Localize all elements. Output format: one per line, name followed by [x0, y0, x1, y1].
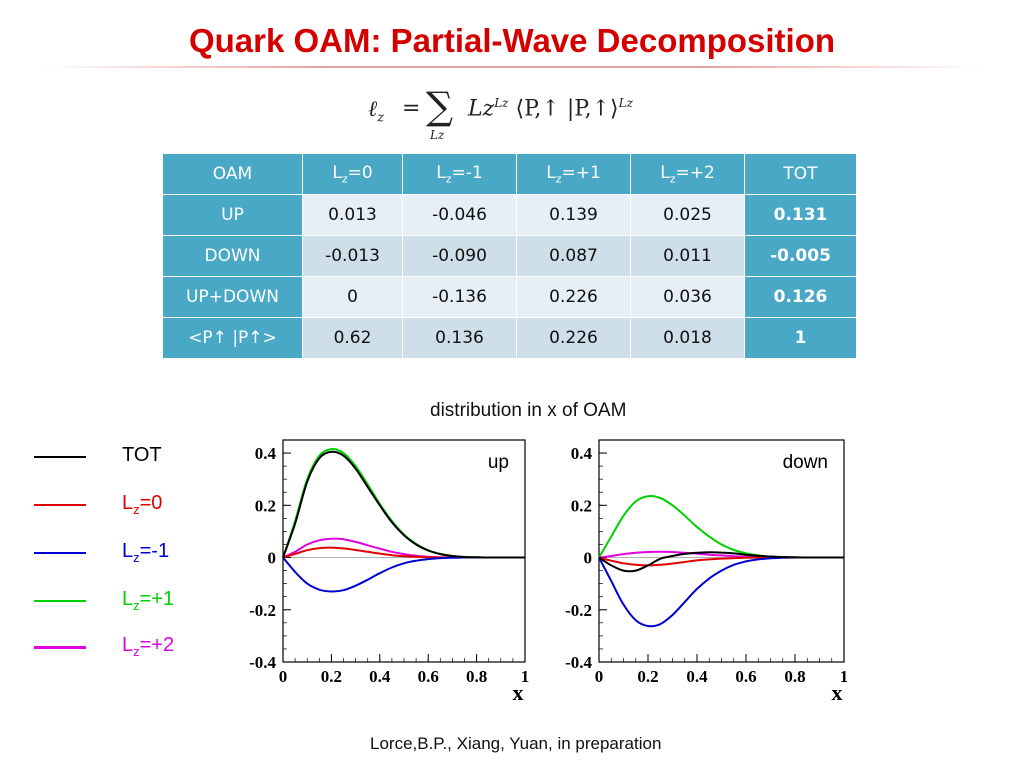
row-label: UP — [162, 194, 303, 236]
total-cell: 0.131 — [744, 194, 857, 236]
panel-down-label: down — [783, 452, 828, 473]
panel-up-xlabel: x — [513, 680, 524, 705]
panel-down-series-l-1 — [598, 495, 844, 559]
legend-swatch — [34, 456, 86, 458]
table-cell: 0.018 — [630, 317, 745, 359]
table-cell: -0.046 — [402, 194, 517, 236]
panel-down-ytick-label: 0 — [584, 549, 593, 568]
legend-swatch — [34, 600, 86, 602]
formula-sum-symbol: ∑ — [426, 84, 454, 128]
panel-up-label: up — [488, 452, 509, 473]
panel-down-xtick-label: 0.8 — [784, 667, 805, 686]
legend-swatch — [34, 552, 86, 554]
panel-up-xtick-label: 0.6 — [418, 667, 439, 686]
header-lz-plus1: Lz=+1 — [516, 153, 631, 195]
legend-label: Lz=0 — [122, 492, 163, 517]
panel-up-xtick-label: 0.8 — [466, 667, 487, 686]
panel-up-series-l-0 — [282, 546, 525, 559]
panel-up-frame — [282, 439, 526, 663]
table-row: DOWN -0.013 -0.090 0.087 0.011 -0.005 — [162, 235, 857, 277]
citation: Lorce,B.P., Xiang, Yuan, in preparation — [370, 734, 662, 753]
table-cell: 0.136 — [402, 317, 517, 359]
panel-up-series-tot — [282, 450, 525, 559]
table-cell: 0.087 — [516, 235, 631, 277]
panel-up-xtick-label: 0.2 — [321, 667, 342, 686]
panel-up-xtick-label: 0 — [279, 667, 288, 686]
legend-item-lz-plus1: Lz=+1 — [34, 588, 234, 614]
panel-up-ytick-label: 0.2 — [255, 496, 276, 515]
table-cell: 0 — [302, 276, 403, 318]
formula-equals: = — [402, 96, 421, 121]
table-cell: 0.013 — [302, 194, 403, 236]
table-cell: 0.011 — [630, 235, 745, 277]
table-cell: -0.090 — [402, 235, 517, 277]
panel-down-xtick-label: 0 — [595, 667, 604, 686]
panel-up-xtick-label: 0.4 — [369, 667, 391, 686]
panel-up-ytick-label: -0.2 — [249, 601, 276, 620]
formula-lhs: ℓz — [368, 97, 385, 126]
table-header-row: OAM Lz=0 Lz=-1 Lz=+1 Lz=+2 TOT — [162, 153, 857, 195]
title-divider — [40, 66, 984, 68]
row-label: DOWN — [162, 235, 303, 277]
header-lz0: Lz=0 — [302, 153, 403, 195]
panel-down-series-tot — [598, 551, 844, 573]
table-cell: 0.226 — [516, 317, 631, 359]
row-label: <P↑ |P↑> — [162, 317, 303, 359]
oam-formula: ℓz = ∑ Lz LzLz ⟨P,↑ |P,↑⟩Lz — [368, 84, 688, 148]
total-cell: 0.126 — [744, 276, 857, 318]
header-tot: TOT — [744, 153, 857, 195]
panel-up-ytick-label: 0 — [268, 549, 277, 568]
table-row: UP 0.013 -0.046 0.139 0.025 0.131 — [162, 194, 857, 236]
panel-down-ytick-label: -0.2 — [565, 601, 592, 620]
panel-up-ytick-label: -0.4 — [249, 653, 276, 672]
formula-term: LzLz ⟨P,↑ |P,↑⟩Lz — [468, 96, 633, 122]
panel-down-series-l-1 — [598, 556, 844, 628]
legend-swatch — [34, 646, 86, 649]
total-cell: 1 — [744, 317, 857, 359]
legend-item-lz-plus2: Lz=+2 — [34, 634, 234, 660]
formula-sum-index: Lz — [430, 128, 445, 142]
legend-swatch — [34, 504, 86, 506]
legend-item-tot: TOT — [34, 444, 234, 470]
panel-up-xtick-label: 1 — [521, 667, 530, 686]
distribution-title: distribution in x of OAM — [430, 400, 627, 421]
panel-down-ytick-label: 0.2 — [571, 496, 592, 515]
panel-up-series-l-1 — [282, 556, 525, 593]
header-oam: OAM — [162, 153, 303, 195]
table-cell: 0.025 — [630, 194, 745, 236]
panel-down-frame — [598, 439, 845, 663]
oam-table: OAM Lz=0 Lz=-1 Lz=+1 Lz=+2 TOT UP 0.013 … — [162, 153, 857, 359]
legend-label: Lz=+2 — [122, 634, 175, 659]
table-cell: 0.62 — [302, 317, 403, 359]
panel-down-series-l-0 — [598, 556, 844, 567]
legend-item-lz0: Lz=0 — [34, 492, 234, 518]
table-row: <P↑ |P↑> 0.62 0.136 0.226 0.018 1 — [162, 317, 857, 359]
legend-label: Lz=-1 — [122, 540, 170, 565]
panel-down-xlabel: x — [832, 680, 843, 705]
panel-down-xtick-label: 0.6 — [735, 667, 756, 686]
legend-label: TOT — [122, 444, 162, 466]
panel-down-xtick-label: 0.4 — [686, 667, 708, 686]
table-cell: -0.013 — [302, 235, 403, 277]
legend-item-lz-minus1: Lz=-1 — [34, 540, 234, 566]
panel-down-xtick-label: 1 — [840, 667, 849, 686]
legend-label: Lz=+1 — [122, 588, 175, 613]
row-label: UP+DOWN — [162, 276, 303, 318]
header-lz-plus2: Lz=+2 — [630, 153, 745, 195]
table-cell: 0.036 — [630, 276, 745, 318]
panel-up-ytick-label: 0.4 — [255, 444, 277, 463]
header-lz-minus1: Lz=-1 — [402, 153, 517, 195]
table-cell: 0.139 — [516, 194, 631, 236]
total-cell: -0.005 — [744, 235, 857, 277]
panel-down-ytick-label: 0.4 — [571, 444, 593, 463]
table-row: UP+DOWN 0 -0.136 0.226 0.036 0.126 — [162, 276, 857, 318]
panel-down-xtick-label: 0.2 — [637, 667, 658, 686]
panel-down-ytick-label: -0.4 — [565, 653, 592, 672]
slide-title: Quark OAM: Partial-Wave Decomposition — [188, 22, 836, 59]
